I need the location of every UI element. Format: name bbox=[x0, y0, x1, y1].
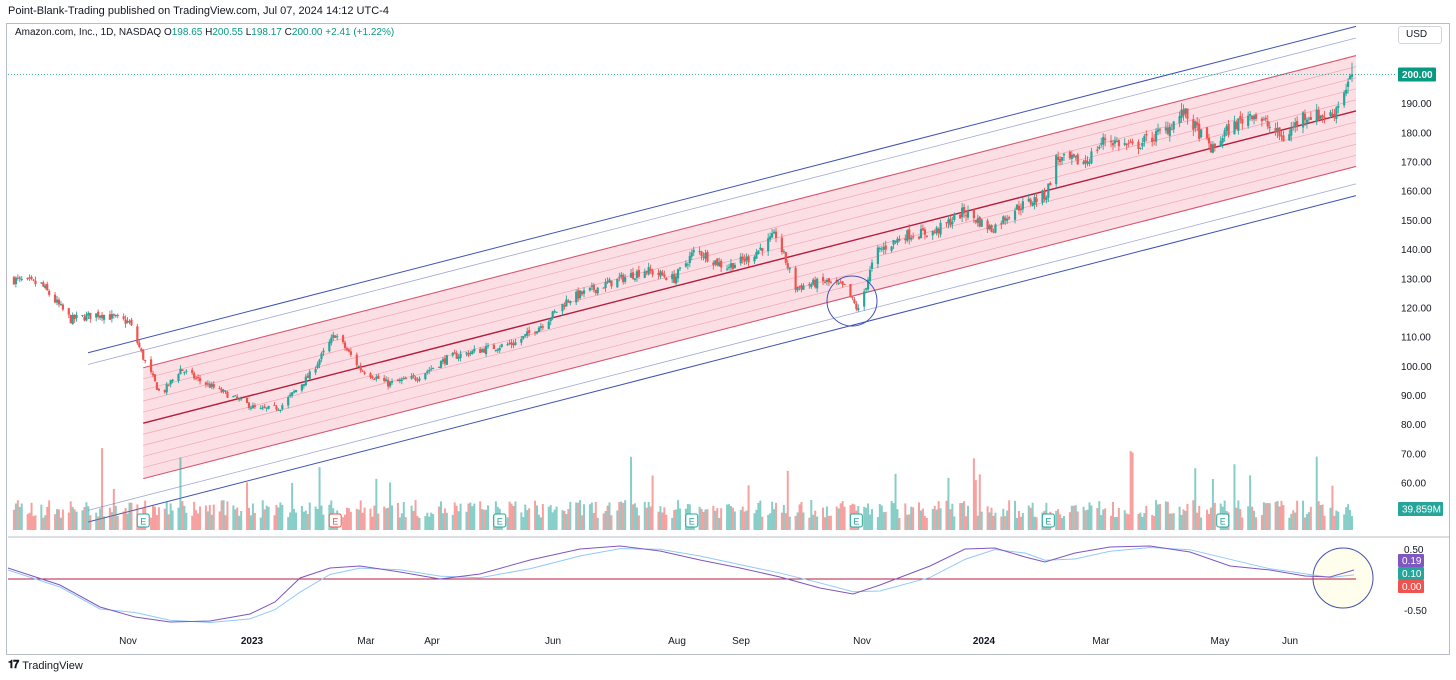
footer-brand: 𝟏𝟕 TradingView bbox=[8, 659, 83, 672]
symbol-legend: Amazon.com, Inc., 1D, NASDAQ O198.65 H20… bbox=[15, 27, 394, 38]
brand-name: TradingView bbox=[22, 659, 83, 672]
currency-button[interactable]: USD bbox=[1398, 26, 1442, 44]
tradingview-logo-icon: 𝟏𝟕 bbox=[8, 659, 19, 671]
high-value: 200.55 bbox=[212, 27, 243, 38]
symbol-name: Amazon.com, Inc., 1D, NASDAQ bbox=[15, 27, 162, 38]
publish-info: Point-Blank-Trading published on Trading… bbox=[8, 5, 389, 17]
low-value: 198.17 bbox=[251, 27, 282, 38]
close-label: C bbox=[284, 27, 292, 38]
open-value: 198.65 bbox=[171, 27, 203, 38]
close-value: 200.00 bbox=[291, 27, 323, 38]
change-value: +2.41 (+1.22%) bbox=[325, 27, 395, 38]
open-label: O bbox=[163, 27, 172, 38]
chart-frame bbox=[6, 23, 1450, 655]
